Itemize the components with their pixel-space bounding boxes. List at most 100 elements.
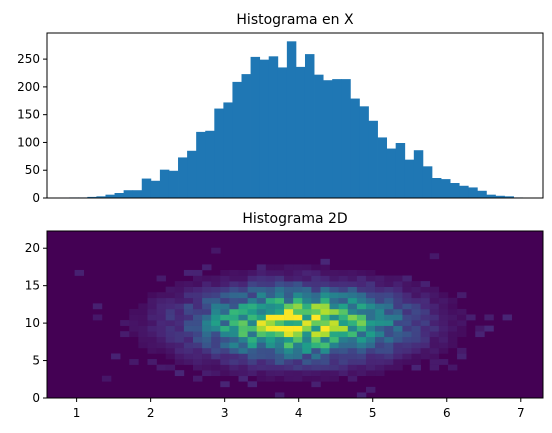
- hist2d-cell: [356, 320, 367, 326]
- hist2d-cell: [284, 347, 294, 354]
- hist2d-cell: [192, 292, 203, 299]
- hist2d-cell: [302, 297, 312, 304]
- hist2d-cell: [256, 281, 267, 287]
- hist2d-cell: [229, 320, 239, 326]
- hist2d-cell: [238, 370, 248, 377]
- hist2d-cell: [156, 336, 166, 343]
- histogram-bar: [332, 79, 342, 198]
- hist2d-cell: [384, 286, 394, 293]
- hist2d-cell: [365, 370, 376, 377]
- hist2d-cell: [220, 336, 230, 343]
- hist2d-cell: [356, 286, 367, 293]
- hist2d-cell: [329, 269, 339, 276]
- hist2d-cell: [284, 275, 294, 282]
- histogram-bar: [341, 79, 351, 198]
- hist2d-cell: [284, 325, 294, 332]
- hist2d-cell: [293, 331, 303, 338]
- hist2d-cell: [356, 281, 367, 287]
- y-tick-label: 0: [32, 191, 40, 205]
- hist2d-cell: [393, 314, 403, 321]
- histogram-bar: [205, 130, 215, 198]
- hist2d-cell: [347, 308, 358, 315]
- x-tick-label: 1: [73, 406, 81, 420]
- hist2d-cell: [211, 308, 221, 315]
- hist2d-cell: [347, 269, 358, 276]
- hist2d-cell: [329, 336, 339, 343]
- hist2d-cell: [347, 364, 358, 371]
- hist2d-cell: [384, 353, 394, 360]
- hist2d-cell: [375, 370, 385, 377]
- hist2d-cell: [293, 303, 303, 310]
- hist2d-cell: [384, 308, 394, 315]
- hist2d-cell: [411, 364, 421, 371]
- y-tick-label: 5: [32, 354, 40, 368]
- hist2d-cell: [429, 336, 440, 343]
- hist2d-cell: [174, 353, 185, 360]
- hist2d-cell: [447, 336, 458, 343]
- hist2d-cell: [320, 275, 330, 282]
- hist2d-cell: [393, 286, 403, 293]
- hist2d-cell: [156, 292, 166, 299]
- hist2d-cell: [393, 325, 403, 332]
- hist2d-cell: [265, 370, 276, 377]
- hist2d-cell: [384, 275, 394, 282]
- hist2d-cell: [311, 325, 321, 332]
- hist2d-cell: [365, 297, 376, 304]
- hist2d-frame: [46, 230, 544, 399]
- hist2d-cell: [293, 275, 303, 282]
- hist2d-cell: [274, 359, 285, 365]
- hist2d-cell: [147, 320, 157, 326]
- hist2d-cell: [420, 314, 431, 321]
- histogram-bar: [150, 180, 161, 198]
- y-tick-label: 10: [25, 316, 40, 330]
- hist2d-cell: [393, 297, 403, 304]
- hist2d-cell: [192, 342, 203, 349]
- hist2d-cell: [274, 392, 285, 399]
- hist2d-cell: [411, 353, 421, 360]
- hist2d-cell: [311, 292, 321, 299]
- hist2d-cell: [220, 269, 230, 276]
- hist2d-cell: [447, 308, 458, 315]
- histogram-bar: [259, 59, 270, 198]
- hist2d-cell: [365, 275, 376, 282]
- hist2d-cell: [183, 331, 194, 338]
- hist2d-cell: [393, 320, 403, 326]
- hist2d-cell: [320, 303, 330, 310]
- hist2d-cell: [274, 325, 285, 332]
- histogram-bar: [123, 190, 134, 198]
- hist2d-cell: [256, 331, 267, 338]
- hist2d-cell: [274, 281, 285, 287]
- hist2d-cell: [393, 308, 403, 315]
- hist2d-cell: [192, 364, 203, 371]
- hist2d-cell: [256, 336, 267, 343]
- hist2d-cell: [165, 347, 176, 354]
- hist2d-cell: [165, 364, 176, 371]
- hist2d-cell: [247, 286, 258, 293]
- hist2d-cell: [302, 347, 312, 354]
- hist2d-cell: [238, 325, 248, 332]
- hist2d-cell: [375, 364, 385, 371]
- hist2d-cell: [202, 286, 212, 293]
- histogram-bar: [178, 157, 188, 198]
- hist2d-cell: [311, 342, 321, 349]
- hist2d-cell: [156, 325, 166, 332]
- hist2d-cell: [311, 381, 321, 388]
- hist2d-cell: [457, 320, 467, 326]
- histogram-bar: [459, 185, 469, 198]
- x-histogram-frame: [46, 32, 544, 199]
- hist2d-cell: [284, 269, 294, 276]
- hist2d-cell: [192, 320, 203, 326]
- hist2d-cell: [329, 308, 339, 315]
- hist2d-cell: [138, 336, 148, 343]
- x-histogram-chart: Histograma en X 0 50 100 150 200 250: [17, 12, 544, 205]
- histogram-bar: [450, 183, 460, 198]
- hist2d-cell: [220, 297, 230, 304]
- hist2d-cell: [420, 286, 431, 293]
- hist2d-cell: [256, 375, 267, 382]
- hist2d-cell: [129, 359, 139, 365]
- hist2d-cell: [129, 325, 139, 332]
- hist2d-cell: [174, 286, 185, 293]
- hist2d-cell: [384, 336, 394, 343]
